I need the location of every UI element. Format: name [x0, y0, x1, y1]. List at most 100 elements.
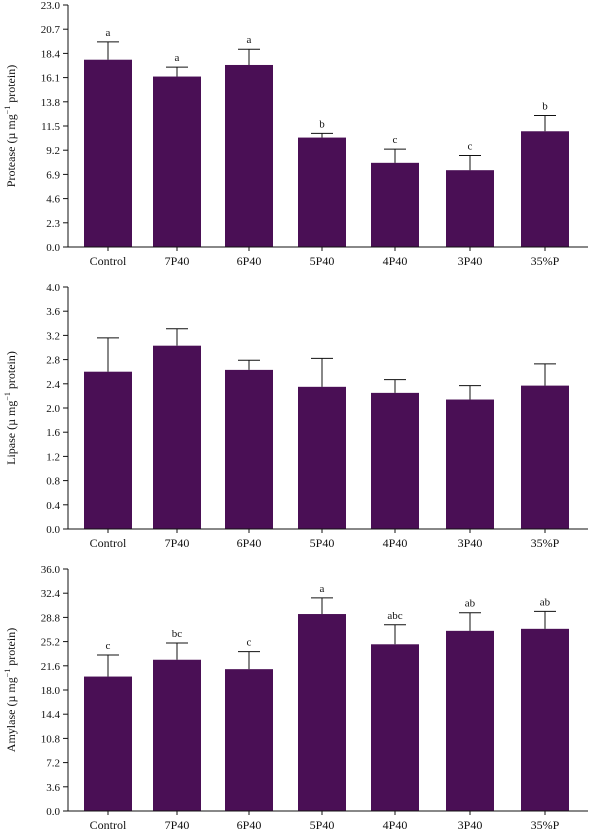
significance-letter: ab: [540, 596, 551, 608]
x-tick-label: Control: [90, 536, 127, 550]
y-tick-label: 16.1: [41, 73, 60, 85]
y-tick-label: 32.4: [41, 588, 61, 600]
significance-letter: a: [106, 27, 111, 39]
y-tick-label: 2.4: [46, 379, 60, 391]
y-tick-label: 7.2: [46, 758, 60, 770]
bar: [298, 614, 346, 811]
y-tick-label: 2.0: [46, 403, 60, 415]
x-tick-label: 4P40: [383, 536, 408, 550]
y-tick-label: 18.4: [41, 48, 61, 60]
bar: [521, 131, 569, 247]
y-axis-label-main: Amylase (: [4, 703, 18, 753]
bar: [225, 369, 273, 529]
y-axis-label-unit: µ mg: [4, 401, 18, 426]
bar: [371, 644, 419, 811]
x-tick-label: 6P40: [237, 818, 262, 832]
x-tick-label: 3P40: [458, 536, 483, 550]
y-axis-label-tail: protein): [4, 65, 18, 106]
y-tick-label: 4.6: [46, 194, 60, 206]
x-tick-label: 35%P: [531, 254, 560, 268]
x-tick-label: 7P40: [165, 818, 190, 832]
bar: [153, 76, 201, 248]
bar: [371, 392, 419, 529]
y-tick-label: 2.3: [46, 218, 60, 230]
x-tick-label: Control: [90, 818, 127, 832]
significance-letter: c: [247, 637, 252, 649]
y-tick-label: 28.8: [41, 612, 61, 624]
chart-panel-3: c bc c a abc ab ab 0.0 3.6 7.2 10.8 14.4 18.0 21.6 25.…: [3, 564, 588, 832]
significance-letter: b: [319, 118, 325, 130]
y-axis-label: Lipase (µ mg−1 protein): [3, 351, 18, 465]
significance-letter: a: [175, 52, 180, 64]
x-tick-label: 5P40: [310, 254, 335, 268]
y-axis-label-tail: protein): [4, 351, 18, 392]
y-tick-label: 9.2: [46, 145, 60, 157]
significance-letter: c: [393, 134, 398, 146]
x-tick-label: 6P40: [237, 254, 262, 268]
significance-letter: abc: [387, 610, 402, 622]
x-tick-label: 5P40: [310, 536, 335, 550]
y-tick-label: 21.6: [41, 661, 61, 673]
bar: [371, 162, 419, 247]
y-axis-label-exponent: −1: [3, 392, 12, 401]
bar: [446, 399, 494, 529]
y-tick-label: 4.0: [46, 282, 60, 294]
x-tick-label: 35%P: [531, 818, 560, 832]
bar: [225, 64, 273, 248]
y-axis-label-unit: µ mg: [4, 677, 18, 702]
y-tick-label: 3.2: [46, 330, 60, 342]
x-tick-label: Control: [90, 254, 127, 268]
chart-panel-1: a a a b c c b 0.0 2.3 4.6 6.9 9.2 11.5 13.8 16.1 18.4 20…: [3, 0, 588, 268]
bar: [225, 669, 273, 811]
y-tick-label: 0.0: [46, 524, 60, 536]
y-tick-label: 13.8: [41, 97, 61, 109]
bar: [84, 676, 132, 811]
y-tick-label: 6.9: [46, 169, 60, 181]
y-tick-label: 1.2: [46, 451, 60, 463]
y-tick-label: 14.4: [41, 709, 61, 721]
y-tick-label: 11.5: [41, 121, 60, 133]
x-tick-label: 4P40: [383, 818, 408, 832]
bar: [298, 386, 346, 529]
bar: [446, 630, 494, 811]
x-tick-label: 3P40: [458, 254, 483, 268]
y-tick-label: 3.6: [46, 782, 60, 794]
bar: [153, 345, 201, 529]
y-tick-label: 0.0: [46, 806, 60, 818]
y-axis-label-exponent: −1: [3, 669, 12, 678]
y-tick-label: 0.4: [46, 500, 60, 512]
y-tick-label: 25.2: [41, 637, 60, 649]
x-tick-label: 7P40: [165, 536, 190, 550]
significance-letter: c: [468, 140, 473, 152]
y-tick-label: 10.8: [41, 733, 61, 745]
y-tick-label: 1.6: [46, 427, 60, 439]
bar: [84, 371, 132, 529]
y-tick-label: 23.0: [41, 0, 61, 12]
bar: [446, 170, 494, 247]
chart-panel-2: 0.0 0.4 0.8 1.2 1.6 2.0 2.4 2.8 3.2 3.6 4.0 Control…: [3, 282, 588, 550]
y-tick-label: 0.0: [46, 242, 60, 254]
y-tick-label: 20.7: [41, 24, 61, 36]
significance-letter: b: [542, 100, 548, 112]
significance-letter: a: [320, 583, 325, 595]
y-axis-label-main: Lipase (: [4, 426, 18, 465]
bar: [521, 385, 569, 529]
bar: [84, 59, 132, 247]
y-axis-label-tail: protein): [4, 628, 18, 669]
x-tick-label: 35%P: [531, 536, 560, 550]
significance-letter: c: [106, 640, 111, 652]
y-axis-label-exponent: −1: [3, 106, 12, 115]
y-tick-label: 3.6: [46, 306, 60, 318]
y-axis-label: Protease (µ mg−1 protein): [3, 65, 18, 187]
y-tick-label: 18.0: [41, 685, 61, 697]
significance-letter: bc: [172, 628, 183, 640]
y-tick-label: 2.8: [46, 355, 60, 367]
bar: [298, 137, 346, 247]
x-tick-label: 5P40: [310, 818, 335, 832]
y-tick-label: 0.8: [46, 476, 60, 488]
x-tick-label: 4P40: [383, 254, 408, 268]
x-tick-label: 7P40: [165, 254, 190, 268]
x-tick-label: 3P40: [458, 818, 483, 832]
y-axis-label: Amylase (µ mg−1 protein): [3, 628, 18, 752]
